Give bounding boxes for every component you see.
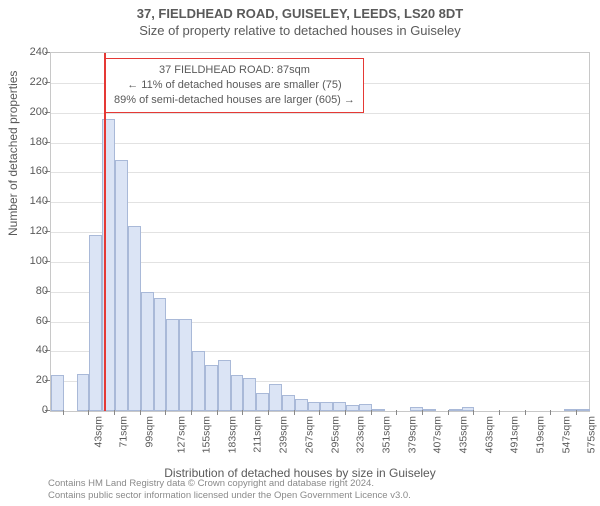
histogram-bar bbox=[269, 384, 282, 411]
x-tick-label: 295sqm bbox=[329, 416, 341, 453]
annotation-line: ← 11% of detached houses are smaller (75… bbox=[114, 78, 355, 93]
attribution-line: Contains HM Land Registry data © Crown c… bbox=[48, 478, 411, 490]
x-tick-label: 155sqm bbox=[201, 416, 213, 453]
histogram-bar bbox=[77, 374, 90, 411]
y-tick-label: 100 bbox=[8, 255, 48, 267]
page-subtitle: Size of property relative to detached ho… bbox=[0, 23, 600, 38]
gridline bbox=[51, 172, 589, 173]
x-tick-label: 239sqm bbox=[278, 416, 290, 453]
x-tick-label: 71sqm bbox=[118, 416, 130, 448]
histogram-bar bbox=[577, 409, 590, 411]
x-tick bbox=[345, 410, 346, 415]
histogram-bar bbox=[51, 375, 64, 411]
x-tick bbox=[191, 410, 192, 415]
y-tick-label: 220 bbox=[8, 76, 48, 88]
x-tick bbox=[525, 410, 526, 415]
histogram-bar bbox=[282, 395, 295, 411]
y-tick-label: 80 bbox=[8, 285, 48, 297]
x-tick bbox=[576, 410, 577, 415]
y-tick-label: 180 bbox=[8, 136, 48, 148]
x-tick-label: 351sqm bbox=[380, 416, 392, 453]
histogram-bar bbox=[231, 375, 244, 411]
y-tick-label: 140 bbox=[8, 195, 48, 207]
x-tick bbox=[319, 410, 320, 415]
gridline bbox=[51, 202, 589, 203]
gridline bbox=[51, 113, 589, 114]
x-tick-label: 267sqm bbox=[303, 416, 315, 453]
histogram-bar bbox=[346, 405, 359, 411]
x-tick-label: 519sqm bbox=[534, 416, 546, 453]
x-tick bbox=[63, 410, 64, 415]
x-tick bbox=[499, 410, 500, 415]
x-tick bbox=[268, 410, 269, 415]
attribution-line: Contains public sector information licen… bbox=[48, 490, 411, 502]
histogram-bar bbox=[423, 409, 436, 411]
x-tick-label: 575sqm bbox=[586, 416, 598, 453]
x-tick bbox=[550, 410, 551, 415]
histogram-bar bbox=[115, 160, 128, 411]
y-tick-label: 160 bbox=[8, 165, 48, 177]
histogram-bar bbox=[89, 235, 102, 411]
histogram-bar bbox=[243, 378, 256, 411]
x-tick bbox=[165, 410, 166, 415]
histogram-bar bbox=[141, 292, 154, 411]
histogram-bar bbox=[154, 298, 167, 411]
histogram-bar bbox=[372, 409, 385, 411]
y-tick-label: 120 bbox=[8, 225, 48, 237]
x-tick-label: 127sqm bbox=[175, 416, 187, 453]
x-tick bbox=[371, 410, 372, 415]
attribution-text: Contains HM Land Registry data © Crown c… bbox=[48, 478, 411, 502]
x-tick bbox=[88, 410, 89, 415]
x-tick-label: 491sqm bbox=[509, 416, 521, 453]
y-tick-label: 40 bbox=[8, 344, 48, 356]
page-title: 37, FIELDHEAD ROAD, GUISELEY, LEEDS, LS2… bbox=[0, 6, 600, 21]
x-tick bbox=[473, 410, 474, 415]
y-tick-label: 0 bbox=[8, 404, 48, 416]
x-tick-label: 211sqm bbox=[251, 416, 263, 453]
histogram-bar bbox=[128, 226, 141, 411]
x-tick-label: 463sqm bbox=[483, 416, 495, 453]
histogram-bar bbox=[192, 351, 205, 411]
y-tick-label: 20 bbox=[8, 374, 48, 386]
annotation-box: 37 FIELDHEAD ROAD: 87sqm← 11% of detache… bbox=[105, 58, 364, 113]
x-tick bbox=[422, 410, 423, 415]
x-tick bbox=[242, 410, 243, 415]
y-axis-label: Number of detached properties bbox=[6, 71, 20, 236]
x-tick-label: 435sqm bbox=[457, 416, 469, 453]
y-tick-label: 60 bbox=[8, 315, 48, 327]
x-tick bbox=[294, 410, 295, 415]
x-tick-label: 547sqm bbox=[560, 416, 572, 453]
x-tick bbox=[396, 410, 397, 415]
x-tick-label: 407sqm bbox=[432, 416, 444, 453]
histogram-bar bbox=[179, 319, 192, 411]
x-tick-label: 99sqm bbox=[144, 416, 156, 448]
x-tick-label: 323sqm bbox=[355, 416, 367, 453]
chart-plot-area: 37 FIELDHEAD ROAD: 87sqm← 11% of detache… bbox=[50, 52, 590, 412]
y-tick-label: 200 bbox=[8, 106, 48, 118]
x-tick-label: 183sqm bbox=[227, 416, 239, 453]
x-tick-label: 379sqm bbox=[406, 416, 418, 453]
x-tick bbox=[114, 410, 115, 415]
histogram-bar bbox=[218, 360, 231, 411]
histogram-bar bbox=[320, 402, 333, 411]
y-tick-label: 240 bbox=[8, 46, 48, 58]
histogram-bar bbox=[166, 319, 179, 411]
histogram-bar bbox=[449, 409, 462, 411]
annotation-line: 89% of semi-detached houses are larger (… bbox=[114, 93, 355, 108]
x-tick bbox=[140, 410, 141, 415]
annotation-line: 37 FIELDHEAD ROAD: 87sqm bbox=[114, 63, 355, 78]
histogram-bar bbox=[256, 393, 269, 411]
x-tick-label: 43sqm bbox=[92, 416, 104, 448]
histogram-bar bbox=[295, 399, 308, 411]
gridline bbox=[51, 143, 589, 144]
x-tick bbox=[217, 410, 218, 415]
x-tick bbox=[448, 410, 449, 415]
histogram-bar bbox=[205, 365, 218, 411]
